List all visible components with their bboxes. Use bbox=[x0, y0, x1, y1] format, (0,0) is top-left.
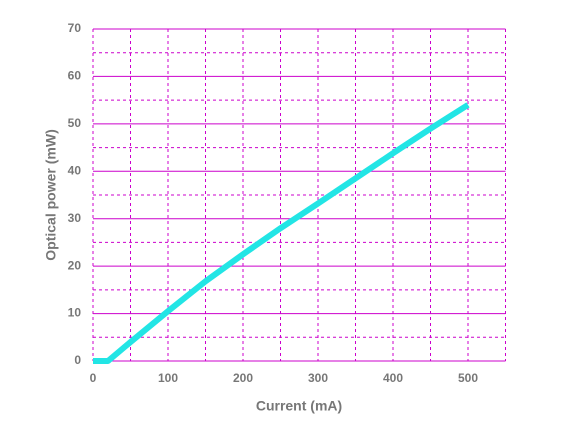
line bbox=[93, 102, 470, 364]
y-tick-label: 30 bbox=[68, 211, 82, 225]
y-tick-label: 0 bbox=[74, 353, 81, 367]
x-tick-label: 100 bbox=[158, 371, 178, 385]
y-tick-label: 10 bbox=[68, 306, 82, 320]
y-tick-label: 20 bbox=[68, 258, 82, 272]
x-tick-label: 0 bbox=[90, 371, 97, 385]
x-axis-label: Current (mA) bbox=[256, 398, 342, 414]
x-tick-label: 500 bbox=[458, 371, 478, 385]
y-tick-label: 40 bbox=[68, 163, 82, 177]
y-tick-label: 70 bbox=[68, 21, 82, 35]
y-tick-label: 60 bbox=[68, 69, 82, 83]
x-tick-label: 300 bbox=[308, 371, 328, 385]
y-axis-label: Optical power (mW) bbox=[43, 129, 59, 260]
y-tick-label: 50 bbox=[68, 116, 82, 130]
x-tick-label: 400 bbox=[383, 371, 403, 385]
x-tick-label: 200 bbox=[233, 371, 253, 385]
